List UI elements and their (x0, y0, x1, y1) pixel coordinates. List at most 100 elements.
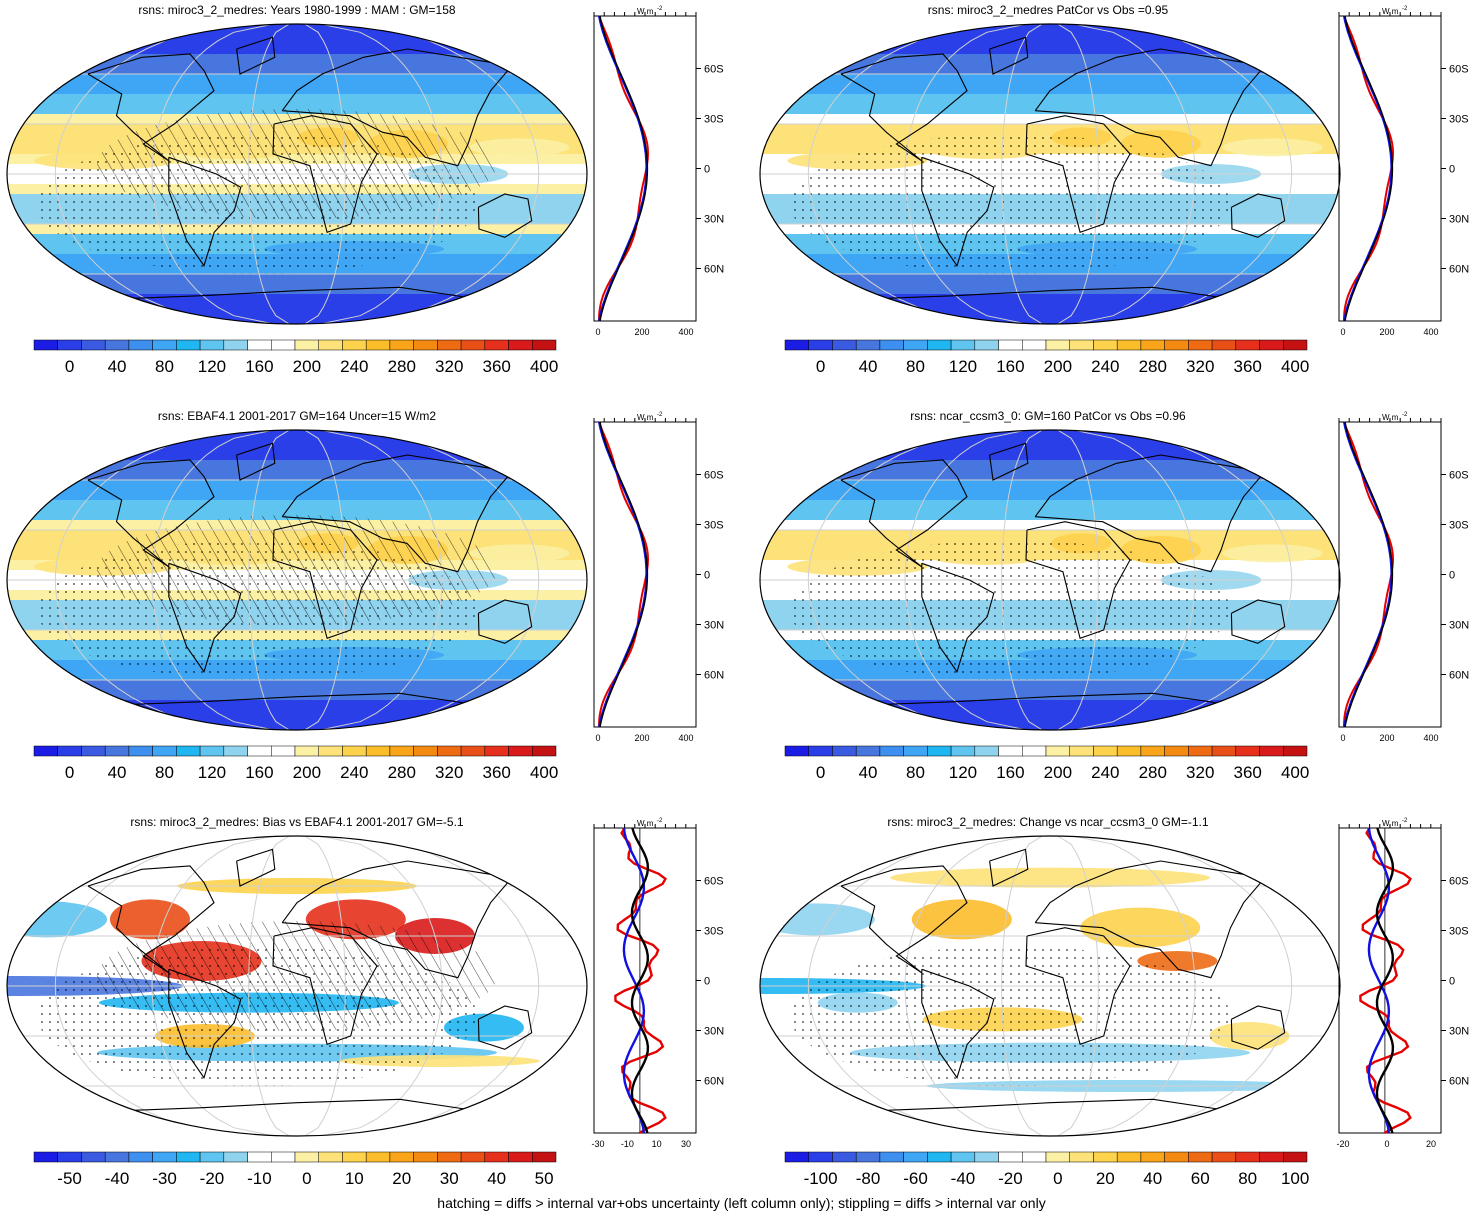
colorbar-label: 160 (245, 763, 273, 782)
colorbar-swatch (1211, 745, 1237, 757)
colorbar-swatch (1069, 1151, 1094, 1163)
profile-lat-label: 60N (1449, 1076, 1469, 1088)
profile-x-tick: 200 (634, 327, 649, 337)
colorbar-swatch (1188, 339, 1213, 351)
colorbar-swatch (1235, 745, 1260, 757)
colorbar-swatch (1069, 339, 1094, 351)
colorbar-swatch (460, 339, 486, 351)
obs-curve (622, 827, 646, 1134)
colorbar-swatch (128, 339, 153, 351)
colorbar-label: 320 (1186, 357, 1214, 376)
colorbar-swatch (413, 1151, 438, 1163)
panel-title: rsns: ncar_ccsm3_0: GM=160 PatCor vs Obs… (910, 409, 1186, 423)
profile-lat-label: 60N (1449, 670, 1469, 682)
colorbar-swatch (950, 1151, 976, 1163)
colorbar-label: 60 (1191, 1169, 1210, 1188)
profile-lat-label: 0 (704, 164, 710, 176)
colorbar-swatch (389, 1151, 414, 1163)
colorbar-swatch (903, 745, 928, 757)
colorbar-swatch (998, 339, 1023, 351)
zonal-mean-profile: W m -2 60N 30N 0 30S 60S 0 200 400 (593, 412, 724, 743)
zonal-mean-profile: W m -2 60N 30N 0 30S 60S -30 -10 10 30 (591, 818, 724, 1149)
profile-unit-exponent: -2 (657, 6, 663, 12)
colorbar-label: 240 (340, 763, 368, 782)
profile-lat-label: 0 (1449, 570, 1455, 582)
colorbar-label: 10 (345, 1169, 364, 1188)
colorbar-swatch (1164, 339, 1189, 351)
colorbar-label: 0 (65, 357, 74, 376)
profile-unit-label: W m (637, 413, 654, 422)
obs-curve (598, 421, 648, 728)
mean-curve (1375, 827, 1395, 1134)
profile-x-tick: 30 (681, 1139, 691, 1149)
profile-unit-label: W m (1382, 7, 1399, 16)
colorbar-swatch (81, 339, 106, 351)
colorbar-swatch (294, 745, 319, 757)
profile-lat-label: 0 (704, 976, 710, 988)
profile-x-tick: -20 (1336, 1139, 1349, 1149)
colorbar-label: 80 (906, 357, 925, 376)
colorbar-label: 400 (1281, 763, 1309, 782)
profile-unit-exponent: -2 (657, 818, 663, 824)
colorbar-swatch (1093, 1151, 1118, 1163)
colorbar-swatch (437, 745, 462, 757)
colorbar-label: 160 (996, 357, 1024, 376)
world-map (759, 23, 1341, 325)
colorbar-label: 280 (388, 357, 416, 376)
colorbar-label: -80 (856, 1169, 881, 1188)
colorbar-swatch (1022, 745, 1047, 757)
obs-curve (598, 15, 648, 322)
colorbar-swatch (1116, 339, 1142, 351)
zonal-mean-profile: W m -2 60N 30N 0 30S 60S 0 200 400 (593, 6, 724, 337)
colorbar-swatch (832, 745, 857, 757)
profile-lat-label: 30N (704, 214, 724, 226)
colorbar-swatch (365, 339, 391, 351)
colorbar-swatch (365, 745, 391, 757)
colorbar-label: 280 (1139, 357, 1167, 376)
profile-unit-label: W m (1382, 819, 1399, 828)
colorbar-label: 0 (302, 1169, 311, 1188)
colorbar-swatch (927, 1151, 952, 1163)
colorbar-label: 100 (1281, 1169, 1309, 1188)
colorbar-swatch (855, 1151, 881, 1163)
colorbar-swatch (950, 745, 976, 757)
colorbar-label: -40 (105, 1169, 130, 1188)
colorbar-swatch (508, 1151, 533, 1163)
colorbar-swatch (1259, 745, 1284, 757)
profile-lat-label: 30N (1449, 1026, 1469, 1038)
panel-3: rsns: EBAF4.1 2001-2017 GM=164 Uncer=15 … (0, 406, 741, 806)
colorbar-swatch (484, 745, 509, 757)
colorbar-label: 200 (1044, 763, 1072, 782)
colorbar-swatch (152, 339, 177, 351)
colorbar-label: 40 (1143, 1169, 1162, 1188)
profile-lat-label: 30S (1449, 926, 1469, 938)
colorbar-label: 120 (198, 357, 226, 376)
colorbar-swatch (1140, 745, 1165, 757)
colorbar-label: 200 (1044, 357, 1072, 376)
colorbar-swatch (57, 339, 82, 351)
colorbar-label: -60 (903, 1169, 928, 1188)
colorbar-label: 320 (435, 763, 463, 782)
colorbar-swatch (33, 1151, 58, 1163)
mean-curve (1344, 421, 1394, 728)
profile-unit-exponent: -2 (1402, 818, 1408, 824)
colorbar-swatch (199, 339, 225, 351)
colorbar-label: 160 (996, 763, 1024, 782)
colorbar-swatch (879, 339, 904, 351)
colorbar: -100 -80 -60 -40 -20 0 20 40 60 80 100 (784, 1151, 1309, 1188)
colorbar-label: 40 (487, 1169, 506, 1188)
colorbar-swatch (318, 339, 343, 351)
colorbar-swatch (1259, 1151, 1284, 1163)
colorbar-label: 120 (949, 763, 977, 782)
panel-title: rsns: miroc3_2_medres PatCor vs Obs =0.9… (927, 3, 1169, 17)
panel-title: rsns: miroc3_2_medres: Bias vs EBAF4.1 2… (130, 815, 464, 829)
colorbar-swatch (33, 339, 58, 351)
colorbar-swatch (57, 745, 82, 757)
profile-x-tick: 200 (634, 733, 649, 743)
colorbar-label: 160 (245, 357, 273, 376)
zonal-mean-profile: W m -2 60N 30N 0 30S 60S -20 0 20 (1336, 818, 1469, 1149)
colorbar-label: 360 (482, 763, 510, 782)
colorbar-label: 80 (155, 357, 174, 376)
colorbar-swatch (1283, 339, 1308, 351)
colorbar-swatch (271, 339, 296, 351)
